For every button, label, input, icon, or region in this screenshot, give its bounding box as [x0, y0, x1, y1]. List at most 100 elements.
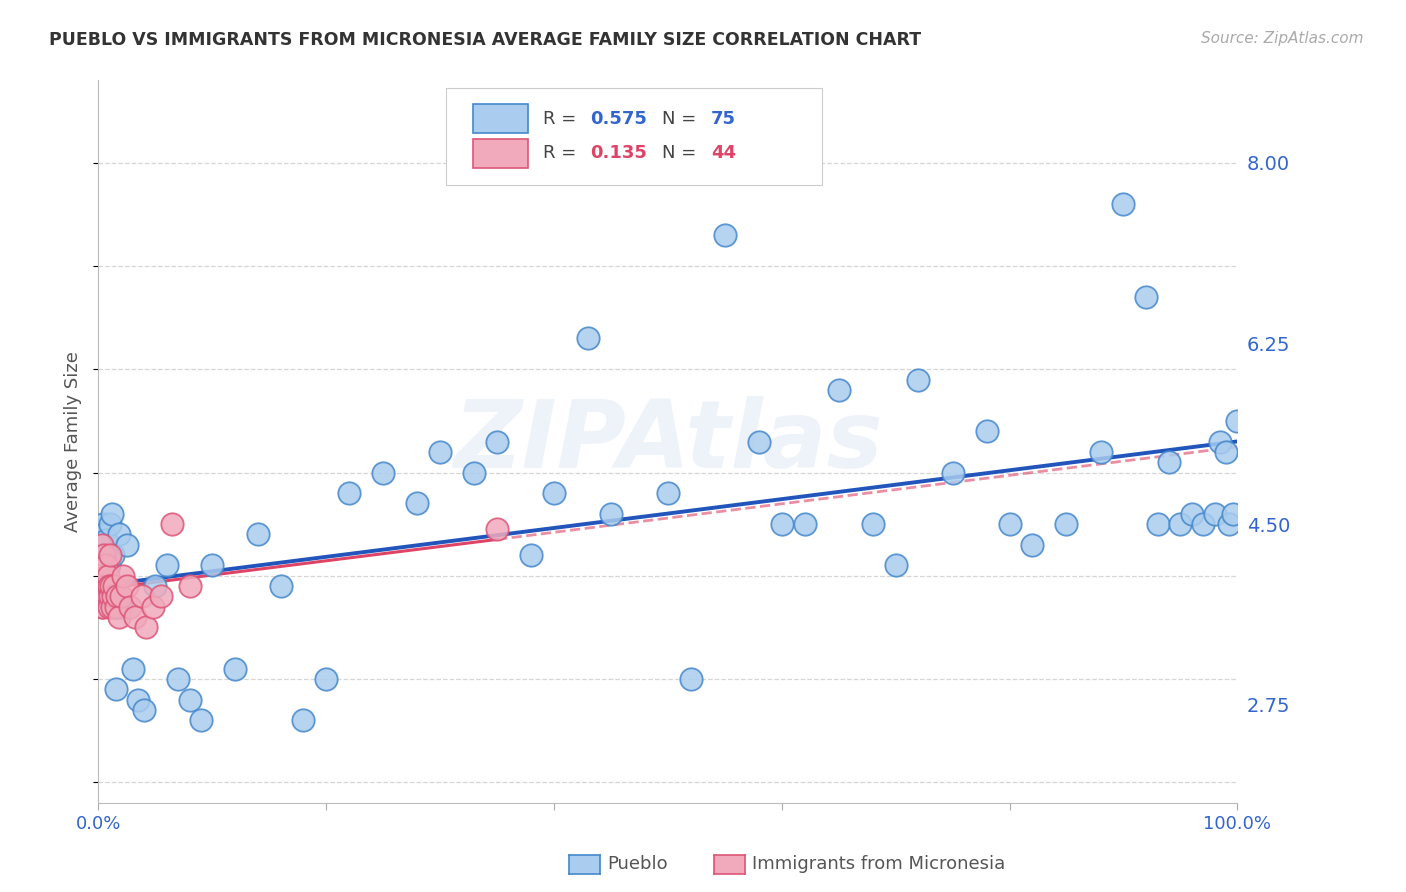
Text: N =: N =: [662, 110, 702, 128]
Text: ZIPAtlas: ZIPAtlas: [453, 395, 883, 488]
Text: R =: R =: [543, 110, 582, 128]
Point: [97, 599, 120, 614]
Point: [103, 548, 125, 562]
Point: [96, 533, 118, 547]
Text: 75: 75: [711, 110, 737, 128]
Text: PUEBLO VS IMMIGRANTS FROM MICRONESIA AVERAGE FAMILY SIZE CORRELATION CHART: PUEBLO VS IMMIGRANTS FROM MICRONESIA AVE…: [49, 31, 921, 49]
Point: [91, 558, 114, 573]
Point: [115, 538, 138, 552]
Point: [1170, 517, 1192, 532]
Point: [543, 486, 565, 500]
Point: [1021, 538, 1043, 552]
Point: [1157, 455, 1180, 469]
Point: [748, 434, 770, 449]
Point: [93, 590, 115, 604]
Point: [93, 548, 115, 562]
Point: [93, 527, 115, 541]
Point: [90, 590, 112, 604]
Point: [90, 548, 112, 562]
Point: [1218, 517, 1240, 532]
Point: [1112, 197, 1135, 211]
Point: [770, 517, 793, 532]
Point: [371, 466, 394, 480]
Point: [103, 590, 125, 604]
Text: Immigrants from Micronesia: Immigrants from Micronesia: [752, 855, 1005, 873]
Point: [93, 548, 115, 562]
Point: [89, 579, 111, 593]
Point: [1209, 434, 1232, 449]
Point: [98, 590, 121, 604]
Point: [201, 558, 224, 573]
Point: [1146, 517, 1168, 532]
Point: [108, 527, 131, 541]
Text: 44: 44: [711, 145, 737, 162]
Point: [131, 590, 153, 604]
Point: [270, 579, 292, 593]
Point: [98, 548, 121, 562]
Point: [96, 568, 118, 582]
Text: 0.575: 0.575: [591, 110, 647, 128]
Point: [162, 517, 184, 532]
Point: [90, 599, 112, 614]
Point: [179, 692, 201, 706]
Point: [1222, 507, 1244, 521]
Point: [429, 445, 451, 459]
Point: [1204, 507, 1226, 521]
Point: [1054, 517, 1078, 532]
Point: [150, 590, 173, 604]
Point: [90, 548, 112, 562]
Point: [96, 558, 118, 573]
Point: [190, 713, 212, 727]
Point: [121, 662, 143, 676]
Point: [520, 548, 543, 562]
Point: [1192, 517, 1215, 532]
Point: [1090, 445, 1112, 459]
Point: [91, 558, 114, 573]
Point: [679, 672, 702, 686]
Point: [103, 579, 125, 593]
Point: [93, 579, 115, 593]
Text: R =: R =: [543, 145, 582, 162]
Point: [90, 568, 112, 582]
FancyBboxPatch shape: [472, 104, 527, 133]
Point: [142, 599, 165, 614]
Point: [97, 558, 120, 573]
Point: [115, 579, 138, 593]
Point: [90, 538, 112, 552]
Text: 0.135: 0.135: [591, 145, 647, 162]
Point: [167, 672, 190, 686]
Point: [145, 579, 167, 593]
Point: [179, 579, 201, 593]
Point: [91, 599, 114, 614]
Point: [463, 466, 485, 480]
Point: [486, 434, 509, 449]
Point: [112, 568, 135, 582]
Point: [600, 507, 623, 521]
Point: [98, 517, 121, 532]
Point: [96, 590, 118, 604]
Point: [101, 599, 124, 614]
Point: [94, 558, 117, 573]
Point: [104, 682, 127, 697]
Point: [96, 548, 118, 562]
Point: [104, 599, 127, 614]
Point: [942, 466, 965, 480]
Point: [105, 590, 128, 604]
Point: [337, 486, 360, 500]
Point: [486, 522, 509, 536]
Point: [862, 517, 884, 532]
Text: Source: ZipAtlas.com: Source: ZipAtlas.com: [1201, 31, 1364, 46]
Point: [132, 703, 155, 717]
Point: [292, 713, 315, 727]
Point: [998, 517, 1021, 532]
Point: [100, 579, 122, 593]
Point: [108, 610, 131, 624]
Point: [101, 507, 124, 521]
Point: [110, 590, 132, 604]
Point: [576, 331, 599, 345]
Point: [90, 538, 112, 552]
Y-axis label: Average Family Size: Average Family Size: [65, 351, 83, 532]
Point: [96, 579, 118, 593]
Point: [94, 568, 117, 582]
Point: [96, 579, 118, 593]
